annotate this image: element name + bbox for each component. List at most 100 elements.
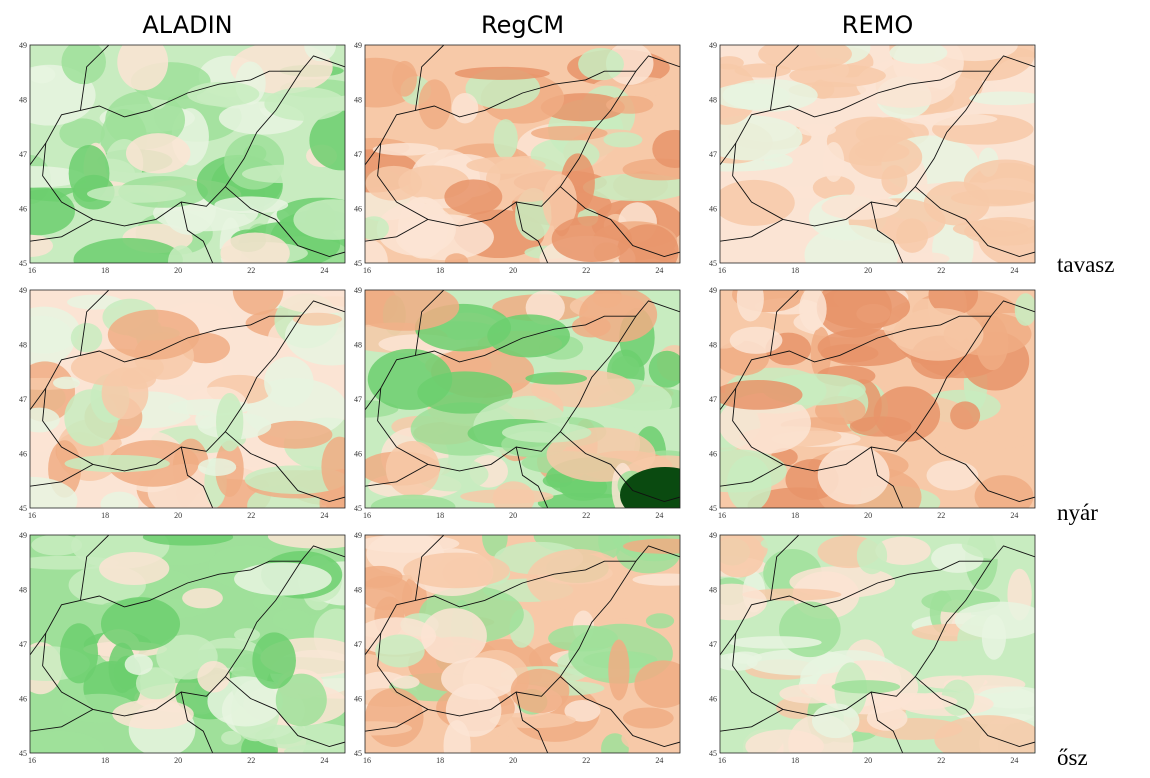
row-label: tavasz bbox=[1057, 252, 1114, 277]
map-patch bbox=[368, 349, 452, 410]
x-tick-label: 20 bbox=[174, 756, 182, 765]
x-tick-label: 16 bbox=[363, 511, 371, 520]
map-patch bbox=[101, 597, 180, 650]
x-tick-label: 22 bbox=[582, 756, 590, 765]
y-tick-label: 46 bbox=[354, 450, 362, 459]
map-patch bbox=[87, 185, 186, 203]
map-patch bbox=[3, 38, 60, 55]
map-patch bbox=[112, 699, 193, 729]
y-tick-label: 47 bbox=[19, 150, 27, 159]
y-tick-label: 45 bbox=[19, 259, 27, 268]
map-patch bbox=[198, 458, 236, 476]
y-tick-label: 48 bbox=[19, 586, 27, 595]
x-tick-label: 22 bbox=[937, 756, 945, 765]
y-tick-label: 46 bbox=[709, 450, 717, 459]
map-patch bbox=[403, 553, 510, 589]
y-tick-label: 47 bbox=[354, 640, 362, 649]
column-header: ALADIN bbox=[142, 11, 232, 39]
map-patch bbox=[817, 278, 892, 338]
x-tick-label: 18 bbox=[791, 756, 799, 765]
map-panel bbox=[326, 18, 715, 284]
x-tick-label: 22 bbox=[247, 266, 255, 275]
y-tick-label: 48 bbox=[19, 96, 27, 105]
map-patch bbox=[117, 34, 168, 90]
map-patch bbox=[603, 132, 642, 147]
y-tick-label: 45 bbox=[354, 749, 362, 758]
column-header: REMO bbox=[842, 11, 913, 39]
map-patch bbox=[531, 126, 608, 141]
map-patch bbox=[398, 197, 448, 259]
map-patch bbox=[646, 613, 674, 628]
y-tick-label: 48 bbox=[709, 586, 717, 595]
y-tick-label: 48 bbox=[709, 341, 717, 350]
y-tick-label: 47 bbox=[709, 150, 717, 159]
x-tick-label: 24 bbox=[320, 756, 328, 765]
x-tick-label: 18 bbox=[101, 756, 109, 765]
map-patch bbox=[272, 277, 369, 314]
x-tick-label: 22 bbox=[582, 266, 590, 275]
x-tick-label: 24 bbox=[655, 756, 663, 765]
y-tick-label: 49 bbox=[709, 531, 717, 540]
map-patch bbox=[214, 196, 288, 213]
map-patch bbox=[365, 688, 424, 747]
map-patch bbox=[444, 179, 502, 214]
y-tick-label: 45 bbox=[354, 259, 362, 268]
y-tick-label: 46 bbox=[709, 205, 717, 214]
map-patch bbox=[445, 253, 468, 270]
x-tick-label: 18 bbox=[436, 266, 444, 275]
map-patch bbox=[15, 731, 104, 772]
map-patch bbox=[125, 654, 153, 675]
map-patch bbox=[745, 729, 824, 762]
map-patch bbox=[896, 218, 928, 253]
map-patch bbox=[264, 87, 346, 121]
map-patch bbox=[452, 93, 479, 123]
map-patch bbox=[548, 625, 618, 651]
x-tick-label: 16 bbox=[718, 511, 726, 520]
y-tick-label: 48 bbox=[354, 341, 362, 350]
x-tick-label: 18 bbox=[791, 266, 799, 275]
map-patch bbox=[798, 124, 836, 136]
map-patch bbox=[234, 563, 332, 596]
x-tick-label: 24 bbox=[1010, 511, 1018, 520]
map-patch bbox=[19, 408, 60, 433]
map-patch bbox=[799, 287, 827, 331]
map-patch bbox=[386, 441, 440, 496]
map-patch bbox=[421, 608, 487, 663]
y-tick-label: 46 bbox=[354, 695, 362, 704]
map-patch bbox=[71, 323, 102, 352]
map-patch bbox=[969, 91, 1043, 105]
x-tick-label: 24 bbox=[320, 266, 328, 275]
x-tick-label: 20 bbox=[509, 511, 517, 520]
x-tick-label: 18 bbox=[436, 756, 444, 765]
figure: ALADINRegCMREMOtavasz1618202224454647484… bbox=[0, 0, 1150, 778]
map-patch bbox=[418, 79, 451, 129]
map-patch bbox=[375, 634, 424, 667]
x-tick-label: 16 bbox=[28, 511, 36, 520]
map-patch bbox=[822, 195, 900, 220]
map-patch bbox=[359, 216, 389, 240]
x-tick-label: 20 bbox=[864, 266, 872, 275]
map-panel bbox=[681, 274, 1059, 530]
y-tick-label: 45 bbox=[709, 749, 717, 758]
y-tick-label: 49 bbox=[19, 41, 27, 50]
map-patch bbox=[964, 217, 1050, 246]
map-patch bbox=[143, 528, 233, 545]
y-tick-label: 47 bbox=[19, 395, 27, 404]
map-patch bbox=[652, 130, 697, 168]
map-patch bbox=[252, 632, 296, 689]
y-tick-label: 48 bbox=[709, 96, 717, 105]
x-tick-label: 20 bbox=[864, 511, 872, 520]
x-tick-label: 16 bbox=[363, 266, 371, 275]
x-tick-label: 22 bbox=[247, 756, 255, 765]
x-tick-label: 24 bbox=[320, 511, 328, 520]
y-tick-label: 49 bbox=[354, 531, 362, 540]
x-tick-label: 24 bbox=[1010, 756, 1018, 765]
y-tick-label: 47 bbox=[19, 640, 27, 649]
map-patch bbox=[61, 40, 106, 84]
map-patch bbox=[221, 731, 241, 745]
map-patch bbox=[729, 636, 822, 649]
map-patch bbox=[182, 588, 223, 609]
y-tick-label: 47 bbox=[354, 395, 362, 404]
y-tick-label: 48 bbox=[354, 96, 362, 105]
x-tick-label: 22 bbox=[247, 511, 255, 520]
